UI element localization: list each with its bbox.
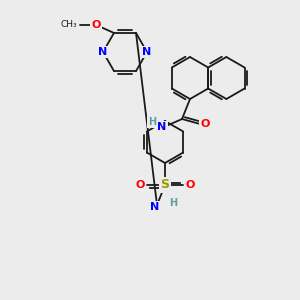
Text: N: N [150,202,160,212]
Text: N: N [158,122,166,132]
Text: O: O [135,180,145,190]
Text: O: O [200,119,210,129]
Text: N: N [142,47,152,57]
Text: CH₃: CH₃ [60,20,77,29]
Text: O: O [185,180,195,190]
Text: H: H [148,117,156,127]
Text: N: N [98,47,108,57]
Text: S: S [160,178,169,191]
Text: H: H [169,198,177,208]
Text: O: O [91,20,101,30]
